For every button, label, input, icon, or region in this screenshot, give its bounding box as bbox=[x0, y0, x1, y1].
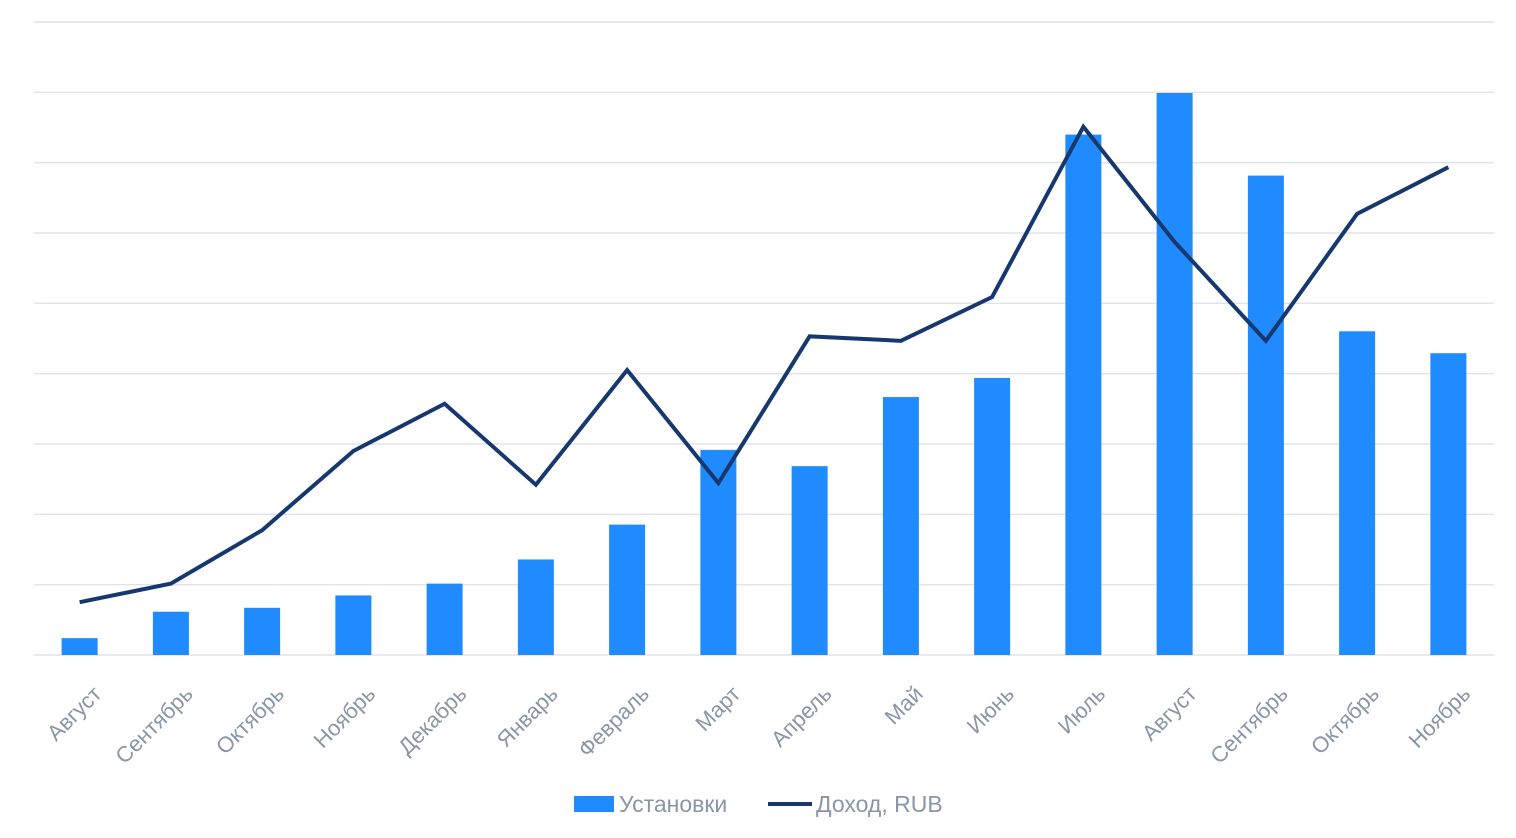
bar-installs bbox=[791, 466, 828, 655]
x-tick-label: Декабрь bbox=[393, 681, 471, 759]
bar-installs bbox=[609, 524, 646, 655]
x-tick-label: Ноябрь bbox=[1404, 681, 1476, 753]
bar-installs bbox=[335, 595, 372, 655]
bar-installs bbox=[882, 397, 919, 655]
x-tick-label: Август bbox=[1137, 681, 1202, 746]
x-axis-tick-labels: Август Сентябрь Октябрь Ноябрь Декабрь Январь… bbox=[42, 681, 1475, 768]
legend-label-revenue: Доход, RUB bbox=[816, 791, 943, 817]
line-revenue bbox=[79, 123, 1450, 605]
bar-installs bbox=[426, 583, 463, 655]
bar-series-installs bbox=[61, 93, 1467, 655]
bar-installs bbox=[1247, 175, 1284, 655]
x-tick-label: Март bbox=[690, 681, 745, 736]
x-tick-label: Ноябрь bbox=[309, 681, 381, 753]
bar-installs bbox=[1339, 331, 1376, 655]
bar-installs bbox=[974, 377, 1011, 655]
x-tick-label: Октябрь bbox=[211, 681, 289, 759]
x-tick-label: Июнь bbox=[962, 681, 1019, 738]
bar-installs bbox=[61, 638, 98, 655]
x-tick-label: Октябрь bbox=[1306, 681, 1384, 759]
line-series-revenue bbox=[79, 123, 1450, 605]
bar-installs bbox=[1156, 93, 1193, 655]
bar-installs bbox=[517, 559, 554, 655]
x-tick-label: Январь bbox=[492, 681, 563, 752]
bar-installs bbox=[244, 607, 281, 655]
bar-installs bbox=[152, 611, 189, 655]
bar-installs bbox=[1430, 353, 1467, 655]
x-tick-label: Сентябрь bbox=[110, 681, 197, 768]
x-tick-label: Сентябрь bbox=[1205, 681, 1292, 768]
legend-swatch-installs bbox=[574, 796, 614, 812]
x-tick-label: Апрель bbox=[766, 681, 836, 751]
legend-label-installs: Установки bbox=[619, 791, 727, 817]
x-tick-label: Май bbox=[880, 681, 928, 729]
bar-installs bbox=[1065, 134, 1102, 655]
x-tick-label: Февраль bbox=[573, 681, 654, 762]
x-tick-label: Июль bbox=[1053, 681, 1110, 738]
x-tick-label: Август bbox=[42, 681, 107, 746]
legend: Установки Доход, RUB bbox=[574, 791, 943, 817]
